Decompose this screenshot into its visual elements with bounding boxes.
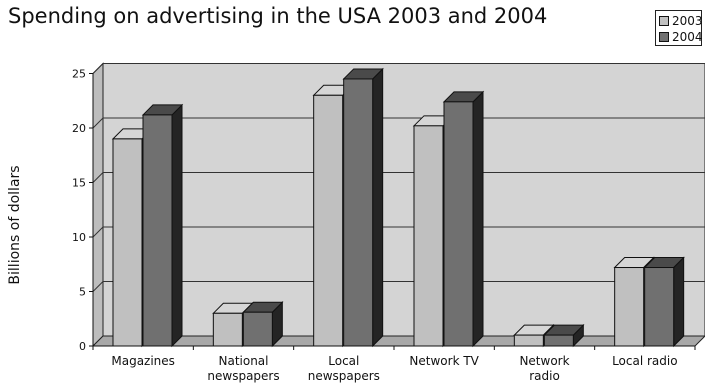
legend-label-2004: 2004 bbox=[672, 30, 703, 44]
bar-2004-4 bbox=[543, 334, 574, 347]
plot-floor bbox=[91, 335, 705, 347]
bar-side-2004-5 bbox=[673, 256, 685, 348]
x-tick-label-4: Network radio bbox=[519, 354, 569, 383]
x-tick-label-5: Local radio bbox=[612, 354, 678, 368]
bar-2004-0 bbox=[142, 114, 173, 347]
bar-2004-1 bbox=[242, 311, 273, 347]
y-tick-label-25: 25 bbox=[72, 68, 86, 81]
legend-item-2003: 2003 bbox=[659, 13, 703, 29]
legend-swatch-2003 bbox=[659, 16, 669, 26]
legend-item-2004: 2004 bbox=[659, 29, 703, 45]
bar-2004-3 bbox=[443, 101, 474, 347]
gridline-side-25 bbox=[92, 63, 104, 74]
gridline-side-15 bbox=[92, 172, 104, 183]
bar-side-2004-2 bbox=[372, 67, 384, 348]
bar-2003-3 bbox=[413, 125, 444, 347]
y-tick-label-0: 0 bbox=[79, 340, 86, 353]
bar-2003-4 bbox=[513, 334, 544, 347]
legend-swatch-2004 bbox=[659, 32, 669, 42]
gridline-side-20 bbox=[92, 117, 104, 129]
bar-2004-5 bbox=[644, 267, 675, 347]
bar-2003-0 bbox=[112, 138, 143, 347]
gridline-side-10 bbox=[92, 226, 104, 238]
x-tick-label-2: Local newspapers bbox=[308, 354, 380, 383]
chart-title: Spending on advertising in the USA 2003 … bbox=[8, 4, 548, 28]
x-tick-label-3: Network TV bbox=[409, 354, 479, 368]
y-tick-label-20: 20 bbox=[72, 122, 86, 135]
x-tick-label-1: National newspapers bbox=[207, 354, 279, 383]
bar-2004-2 bbox=[343, 78, 374, 347]
bar-2003-5 bbox=[614, 267, 645, 347]
x-tick-label-0: Magazines bbox=[111, 354, 175, 368]
gridline-side-5 bbox=[92, 281, 104, 292]
bar-side-2004-3 bbox=[472, 90, 484, 348]
y-tick-label-15: 15 bbox=[72, 177, 86, 190]
y-tick-label-5: 5 bbox=[79, 286, 86, 299]
legend: 2003 2004 bbox=[655, 10, 703, 46]
y-tick-label-10: 10 bbox=[72, 231, 86, 244]
bar-2003-2 bbox=[313, 94, 344, 347]
bar-2003-1 bbox=[212, 312, 243, 347]
legend-label-2003: 2003 bbox=[672, 14, 703, 28]
plot-side-wall bbox=[92, 62, 104, 348]
bar-side-2004-0 bbox=[171, 103, 183, 348]
